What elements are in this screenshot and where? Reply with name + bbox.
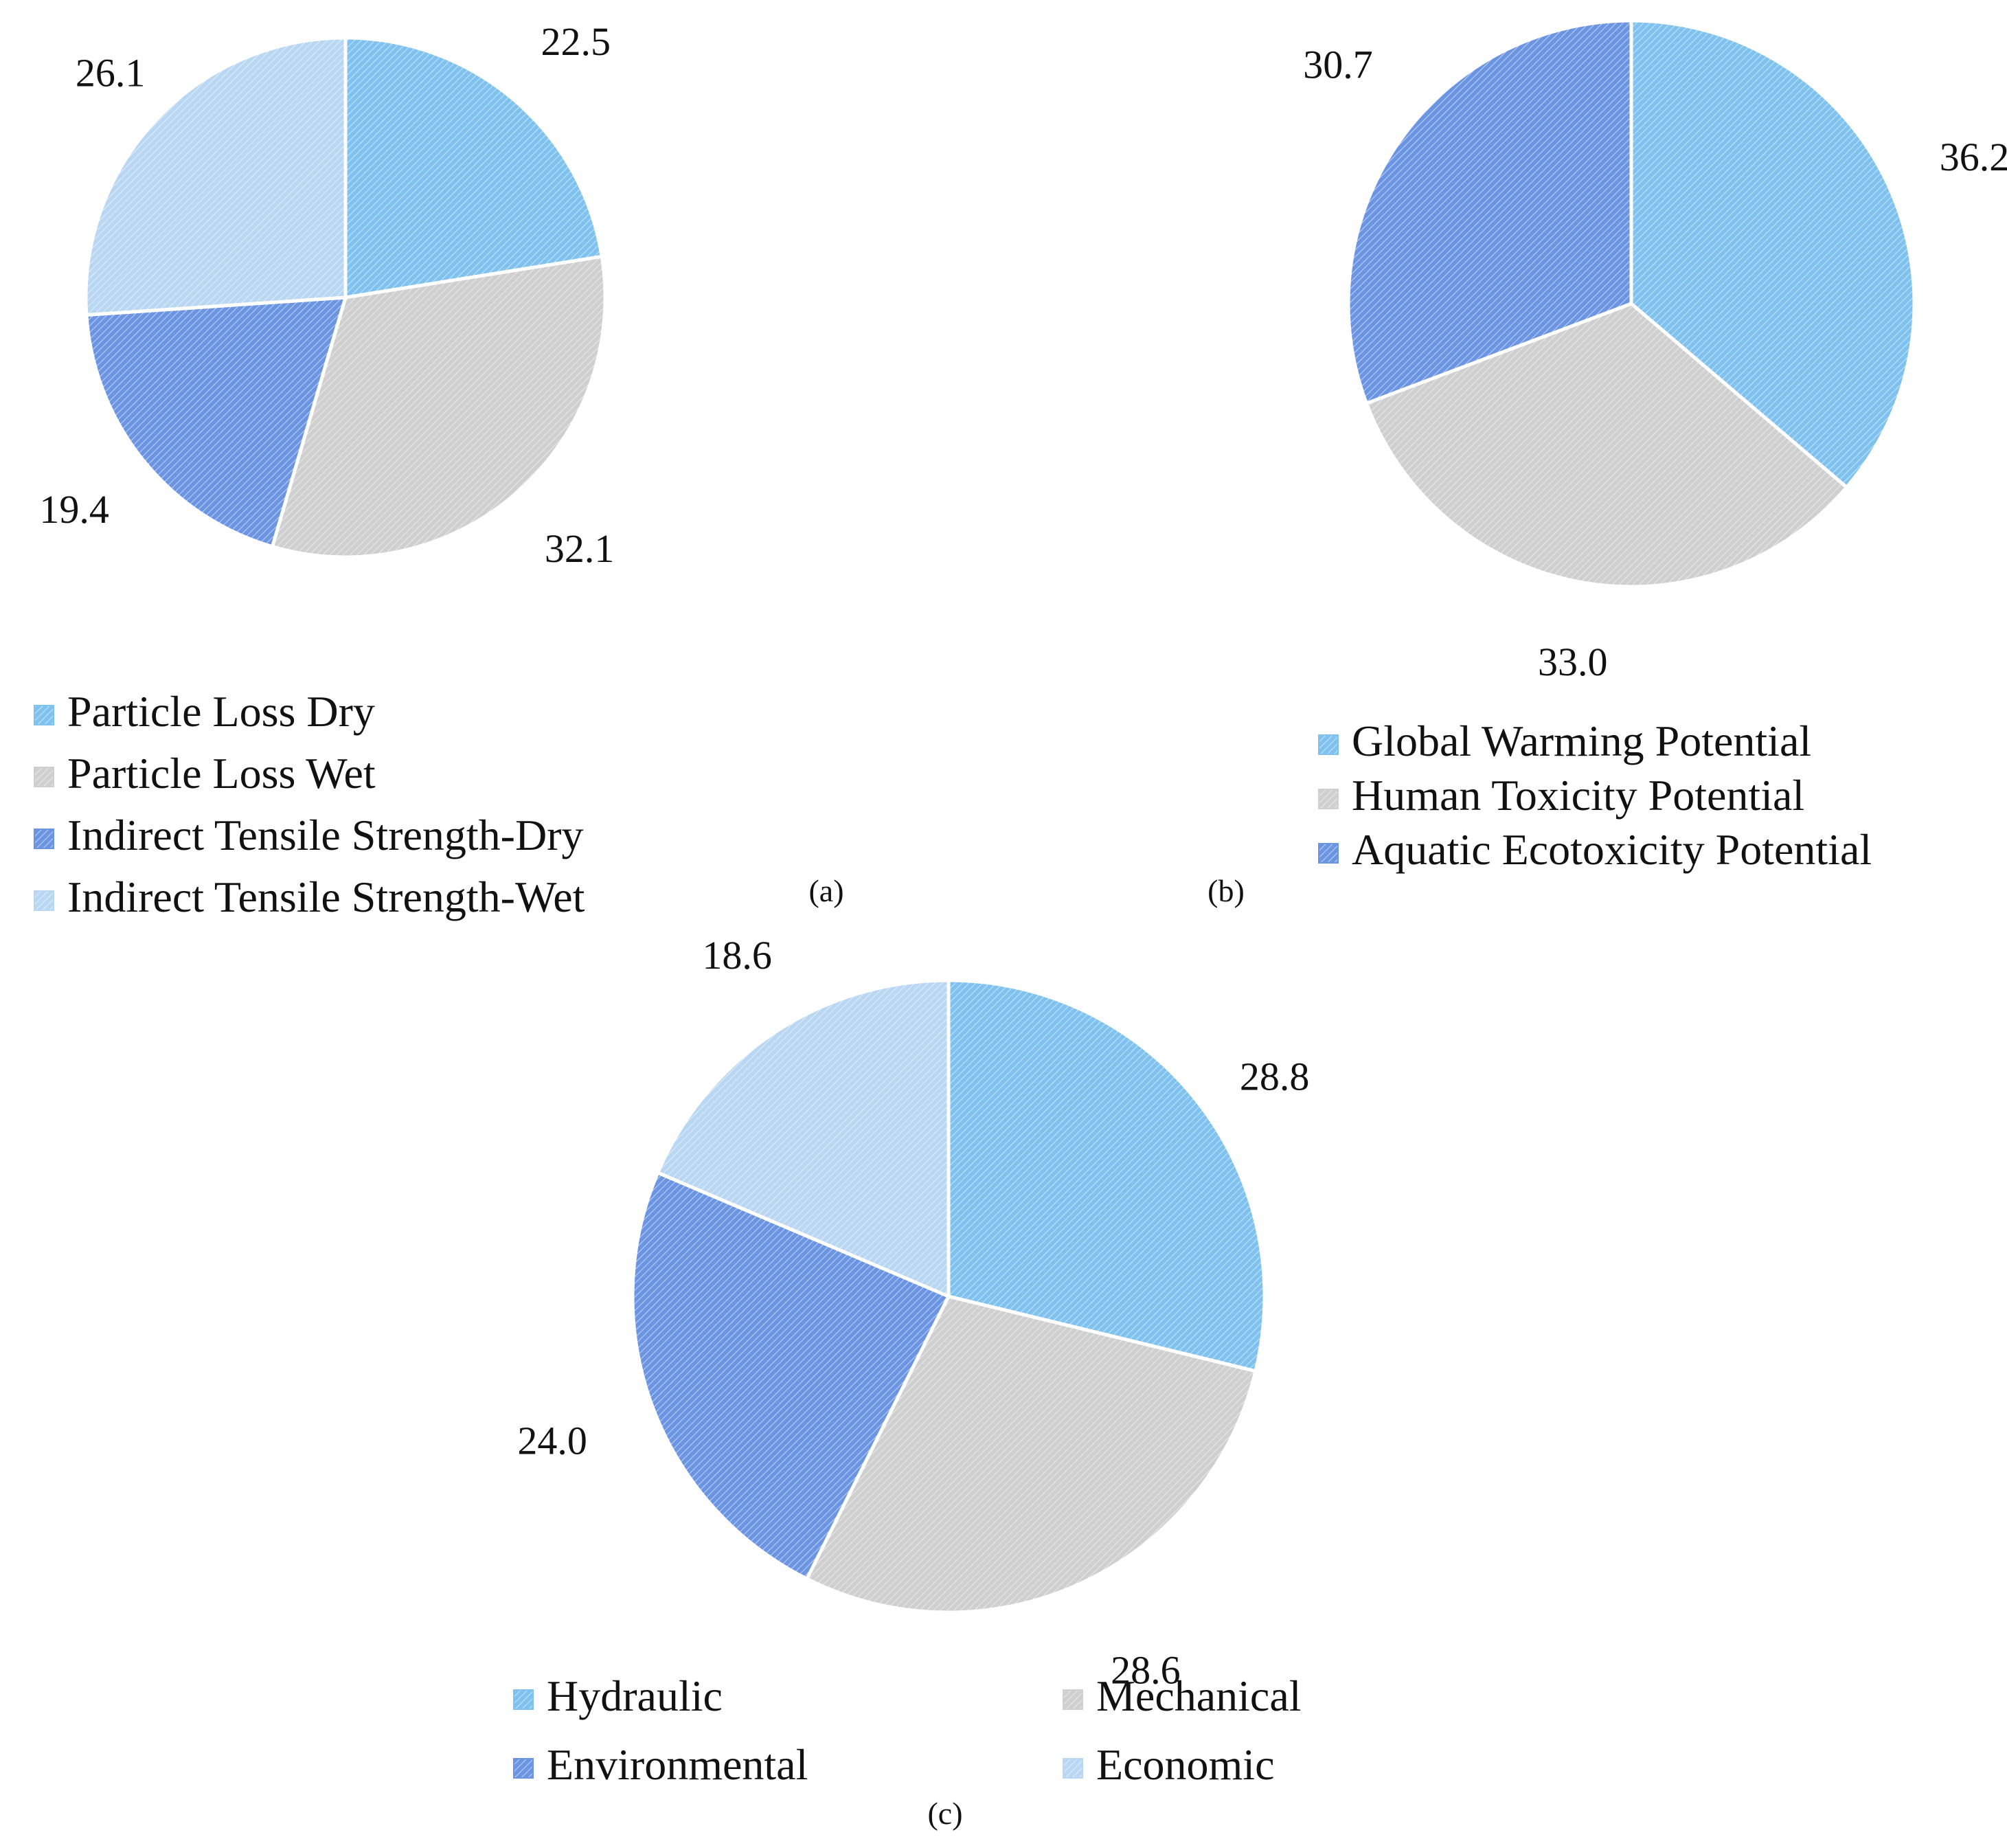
value-label-hydraulic: 28.8 bbox=[1240, 1055, 1310, 1099]
legend-label: Particle Loss Wet bbox=[67, 749, 376, 798]
pie-slice-particle-loss-dry bbox=[343, 36, 604, 300]
pie-b-value-labels: 36.2 33.0 30.7 bbox=[1303, 43, 2007, 684]
pie-chart-a: 22.532.119.426.1 Particle Loss DryPartic… bbox=[34, 19, 844, 921]
pie-slice-particle-loss-wet bbox=[270, 254, 607, 559]
legend-item-economic: Economic bbox=[1063, 1740, 1274, 1789]
legend-label: Particle Loss Dry bbox=[67, 687, 375, 736]
legend-label: Human Toxicity Potential bbox=[1352, 771, 1804, 820]
pie-a-legend: Particle Loss Dry Particle Loss Wet Indire… bbox=[34, 687, 585, 921]
legend-swatch bbox=[34, 705, 54, 725]
legend-label: Indirect Tensile Strength-Dry bbox=[67, 811, 583, 859]
caption-c: (c) bbox=[927, 1796, 962, 1831]
value-label-particle-loss-wet: 32.1 bbox=[545, 526, 615, 571]
legend-swatch bbox=[34, 829, 54, 849]
value-label-particle-loss-dry: 22.5 bbox=[541, 19, 611, 64]
legend-item-indirect-tensile-strength-dry: Indirect Tensile Strength-Dry bbox=[34, 811, 583, 859]
legend-item-aquatic-ecotoxicity-potential: Aquatic Ecotoxicity Potential bbox=[1318, 825, 1872, 874]
legend-item-global-warming-potential: Global Warming Potential bbox=[1318, 717, 1811, 765]
legend-swatch bbox=[513, 1689, 534, 1710]
legend-item-indirect-tensile-strength-wet: Indirect Tensile Strength-Wet bbox=[34, 872, 585, 921]
caption-a: (a) bbox=[808, 873, 843, 908]
legend-item-particle-loss-wet: Particle Loss Wet bbox=[34, 749, 376, 798]
pie-slice-indirect-tensile-strength-wet bbox=[84, 36, 348, 317]
legend-swatch bbox=[513, 1758, 534, 1779]
value-label-aquatic-ecotoxicity-potential: 30.7 bbox=[1303, 43, 1373, 87]
legend-label: Global Warming Potential bbox=[1352, 717, 1811, 765]
legend-label: Indirect Tensile Strength-Wet bbox=[67, 872, 585, 921]
pie-slice-hydraulic bbox=[946, 978, 1267, 1373]
value-label-indirect-tensile-strength-dry: 19.4 bbox=[39, 487, 109, 532]
legend-swatch bbox=[1318, 789, 1339, 809]
value-label-global-warming-potential: 36.2 bbox=[1940, 135, 2007, 179]
pie-b-legend: Global Warming Potential Human Toxicity P… bbox=[1318, 717, 1872, 874]
pie-slice-environmental bbox=[631, 1170, 951, 1581]
pie-slice-economic bbox=[655, 978, 951, 1299]
legend-label: Mechanical bbox=[1096, 1671, 1302, 1720]
legend-swatch bbox=[34, 767, 54, 787]
value-label-indirect-tensile-strength-wet: 26.1 bbox=[76, 51, 146, 95]
legend-swatch bbox=[1063, 1758, 1083, 1779]
pie-c-legend: Hydraulic Mechanical Environmental Economic bbox=[513, 1671, 1302, 1789]
legend-swatch bbox=[1318, 734, 1339, 755]
legend-swatch bbox=[1063, 1689, 1083, 1710]
legend-swatch bbox=[34, 890, 54, 911]
legend-item-hydraulic: Hydraulic bbox=[513, 1671, 723, 1720]
value-label-mechanical: 28.6 bbox=[1111, 1647, 1181, 1692]
legend-item-particle-loss-dry: Particle Loss Dry bbox=[34, 687, 375, 736]
pie-slice-mechanical bbox=[804, 1294, 1258, 1614]
legend-item-environmental: Environmental bbox=[513, 1740, 808, 1789]
legend-label: Hydraulic bbox=[547, 1671, 723, 1720]
pie-a-slices bbox=[84, 36, 607, 559]
pie-c-slices bbox=[631, 978, 1267, 1614]
pie-a-value-labels: 22.5 32.1 19.4 26.1 bbox=[39, 19, 614, 571]
legend-swatch bbox=[1318, 843, 1339, 864]
legend-label: Environmental bbox=[547, 1740, 808, 1789]
pie-slice-global-warming-potential bbox=[1629, 19, 1916, 490]
pie-slice-human-toxicity-potential bbox=[1364, 302, 1850, 589]
caption-b: (b) bbox=[1207, 873, 1245, 908]
legend-label: Aquatic Ecotoxicity Potential bbox=[1352, 825, 1872, 874]
value-label-environmental: 24.0 bbox=[517, 1418, 587, 1463]
pie-c-value-labels: 28.8 28.6 24.0 18.6 bbox=[517, 933, 1309, 1692]
pie-chart-c: 28.8 28.6 24.0 18.6 Hydraulic Mechanical Envi… bbox=[513, 933, 1309, 1831]
value-label-human-toxicity-potential: 33.0 bbox=[1538, 640, 1608, 684]
value-label-economic: 18.6 bbox=[702, 933, 772, 978]
pie-b-slices bbox=[1346, 19, 1916, 589]
pie-slice-indirect-tensile-strength-dry bbox=[84, 295, 348, 549]
legend-item-mechanical: Mechanical bbox=[1063, 1671, 1302, 1720]
legend-item-human-toxicity-potential: Human Toxicity Potential bbox=[1318, 771, 1804, 820]
legend-label: Economic bbox=[1096, 1740, 1274, 1789]
pie-chart-b: 36.2 33.0 30.7 Global Warming Potential Hum… bbox=[1207, 19, 2007, 908]
pie-slice-aquatic-ecotoxicity-potential bbox=[1346, 19, 1633, 406]
